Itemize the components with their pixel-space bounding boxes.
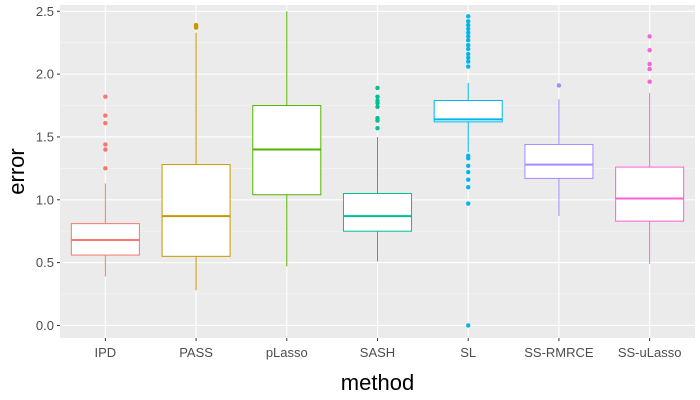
- outlier-point: [466, 46, 471, 52]
- x-axis-ticks: IPD PASS pLasso SASH SL SS-RMRCE SS-uLasso: [95, 338, 682, 360]
- outlier-point: [466, 34, 471, 39]
- outlier-point: [466, 177, 471, 182]
- outlier-point: [103, 147, 108, 152]
- outlier-point: [466, 153, 471, 158]
- x-tick-label: SS-uLasso: [618, 345, 682, 360]
- iqr-box: [433, 100, 503, 123]
- iqr-box: [524, 143, 594, 179]
- outlier-point: [375, 85, 380, 91]
- box-ss-rmrce: [524, 83, 594, 217]
- outlier-point: [466, 55, 471, 60]
- outlier-point: [103, 113, 108, 118]
- box-ipd: [70, 94, 140, 277]
- x-axis-title: method: [341, 370, 414, 395]
- y-tick-label: 0.5: [36, 255, 54, 270]
- outlier-point: [466, 14, 471, 19]
- outlier-point: [466, 26, 471, 32]
- outlier-point: [647, 48, 652, 53]
- x-tick-label: SL: [460, 345, 476, 360]
- outlier-point: [375, 94, 380, 99]
- box-ss-ulasso: [615, 34, 685, 264]
- box-sl: [433, 14, 503, 328]
- x-tick-label: IPD: [95, 345, 117, 360]
- outlier-point: [466, 169, 471, 175]
- y-tick-label: 2.0: [36, 67, 54, 82]
- outlier-point: [466, 163, 471, 169]
- y-axis-ticks: 0.0 0.5 1.0 1.5 2.0 2.5: [36, 4, 60, 333]
- y-tick-label: 1.0: [36, 192, 54, 207]
- iqr-box: [161, 164, 231, 257]
- y-tick-label: 2.5: [36, 4, 54, 19]
- x-tick-label: SASH: [360, 345, 395, 360]
- outlier-point: [375, 115, 380, 121]
- x-tick-label: pLasso: [266, 345, 308, 360]
- outlier-point: [647, 79, 652, 84]
- outlier-point: [466, 185, 471, 190]
- box-plasso: [252, 11, 322, 267]
- outlier-point: [466, 59, 471, 64]
- iqr-box: [342, 192, 413, 232]
- y-axis-title: error: [4, 148, 29, 194]
- outlier-point: [647, 61, 652, 67]
- iqr-box: [615, 166, 685, 222]
- x-tick-label: SS-RMRCE: [524, 345, 594, 360]
- boxes: [70, 11, 685, 328]
- outlier-point: [466, 64, 471, 69]
- outlier-point: [375, 98, 380, 103]
- outlier-point: [103, 142, 108, 147]
- outlier-point: [466, 323, 471, 328]
- outlier-point: [375, 125, 380, 131]
- y-tick-label: 1.5: [36, 129, 54, 144]
- outlier-point: [466, 19, 471, 24]
- box-sash: [342, 85, 413, 262]
- outlier-point: [466, 22, 471, 28]
- outlier-point: [647, 66, 652, 72]
- outlier-point: [103, 166, 108, 171]
- outlier-point: [193, 22, 199, 28]
- outlier-point: [466, 201, 471, 206]
- outlier-point: [466, 30, 471, 35]
- outlier-point: [103, 120, 108, 126]
- x-tick-label: PASS: [179, 345, 213, 360]
- outlier-point: [466, 37, 471, 43]
- outlier-point: [375, 104, 380, 109]
- outlier-point: [103, 94, 108, 99]
- outlier-point: [466, 51, 471, 57]
- outlier-point: [556, 83, 562, 88]
- outlier-point: [466, 43, 471, 48]
- y-tick-label: 0.0: [36, 318, 54, 333]
- box-pass: [161, 22, 231, 291]
- outlier-point: [647, 34, 652, 39]
